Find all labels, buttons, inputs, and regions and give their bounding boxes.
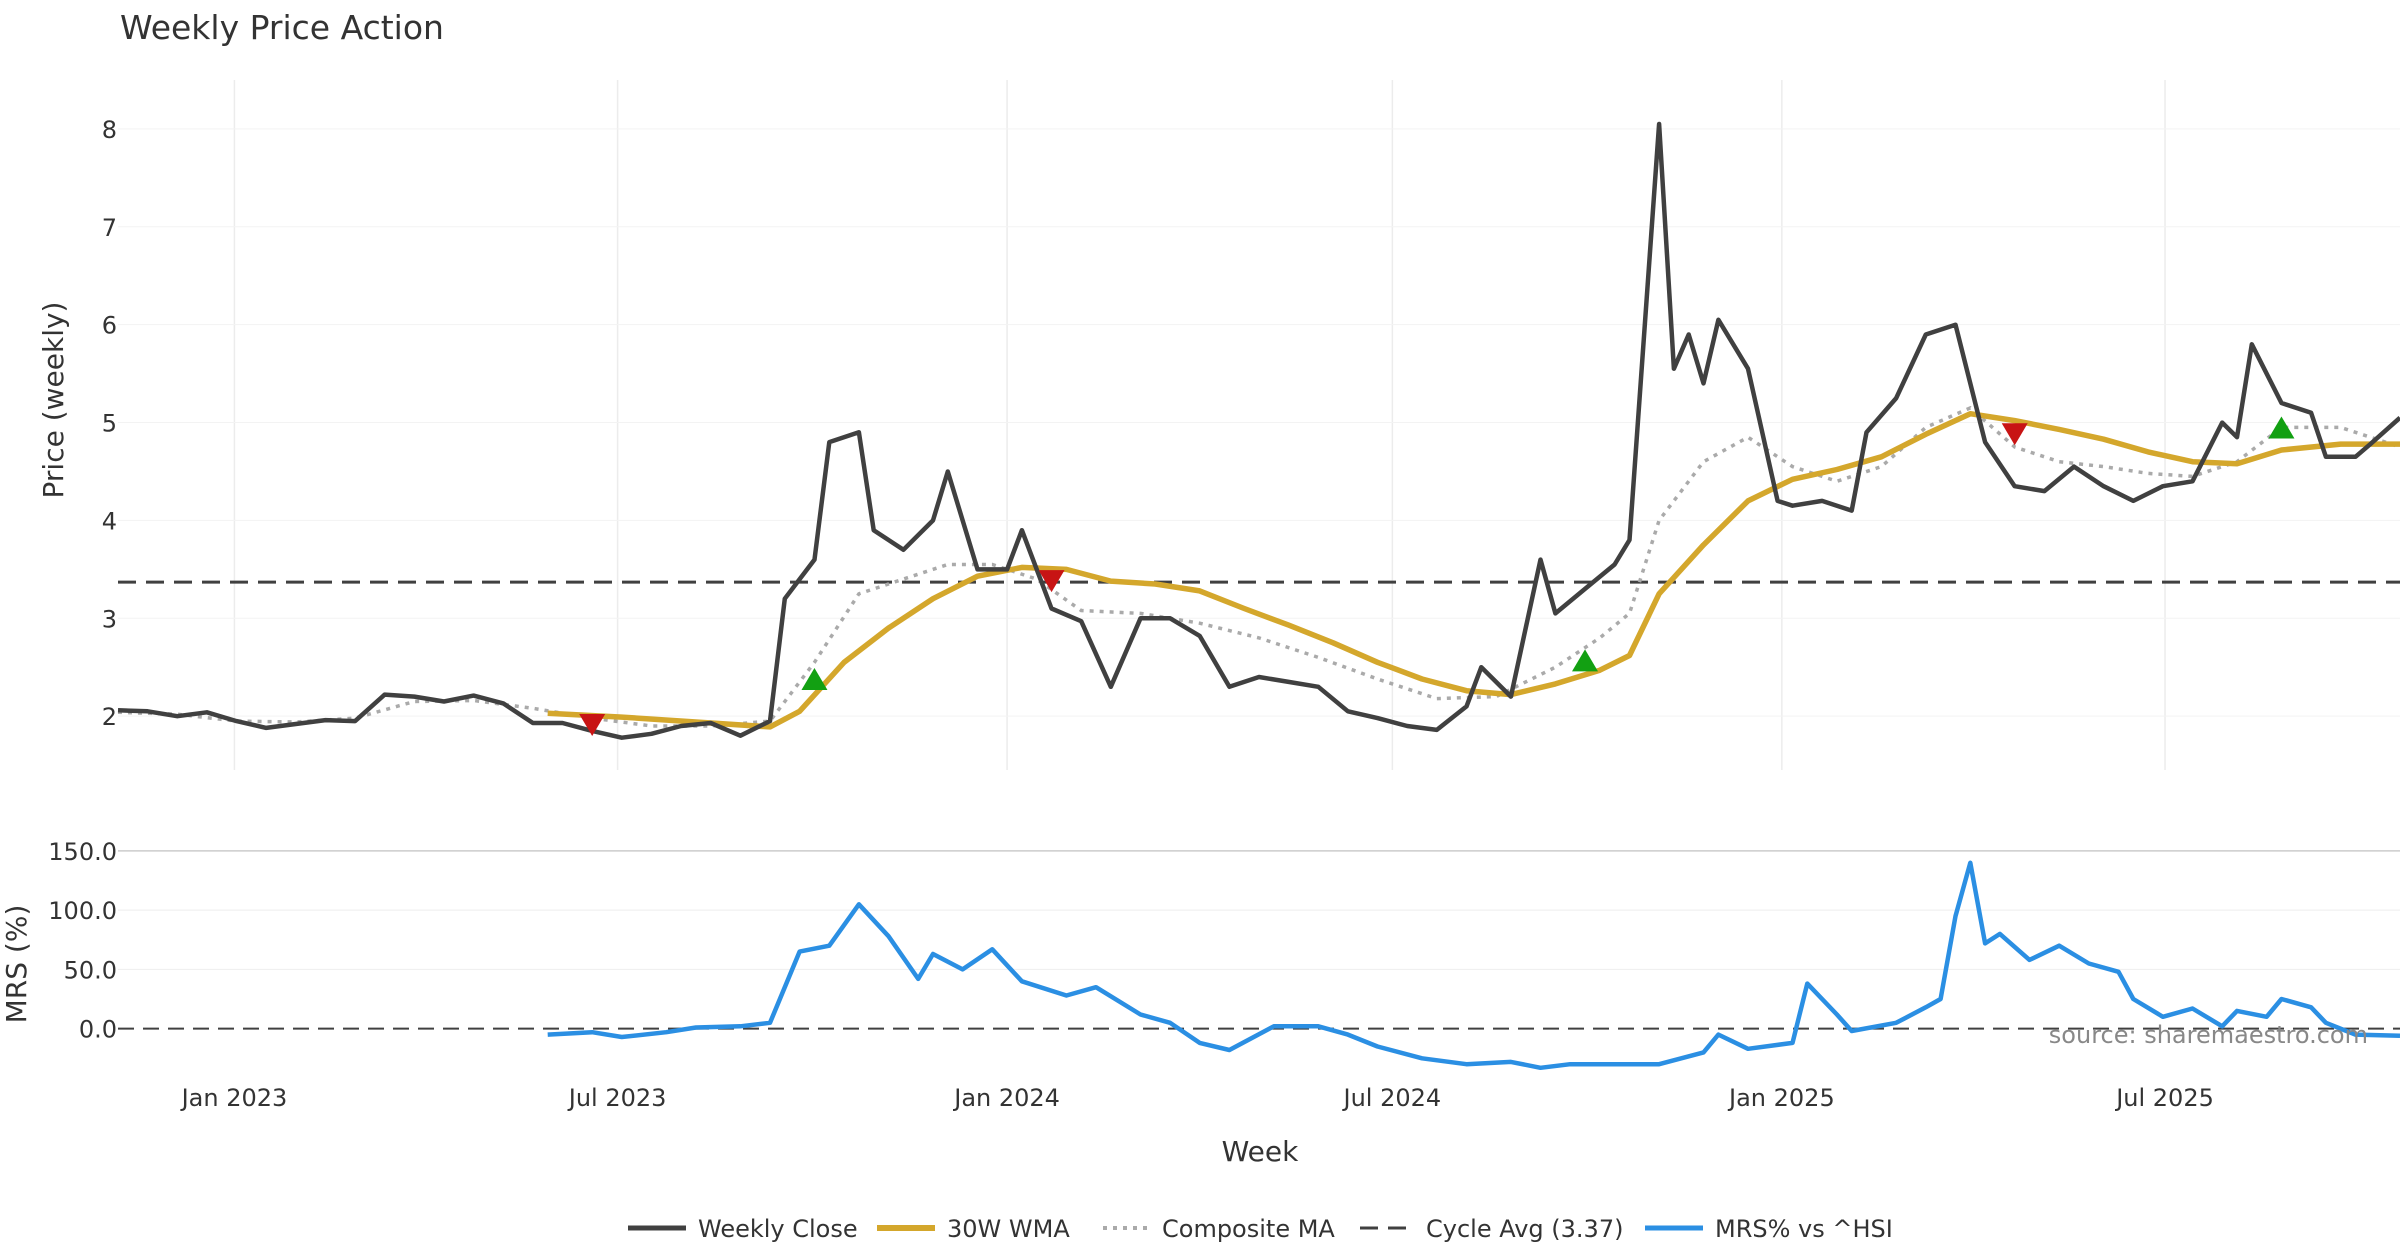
- series-weekly-close: [117, 121, 2400, 740]
- x-tick-labels: Jan 2023 Jul 2023 Jan 2024 Jul 2024 Jan 2025…: [180, 1084, 2214, 1112]
- price-y-tick-label: 5: [102, 410, 117, 438]
- legend-label-mrs: MRS% vs ^HSI: [1715, 1215, 1893, 1243]
- signal-buy-5: [2268, 416, 2295, 439]
- mrs-y-axis-title: MRS (%): [0, 905, 33, 1024]
- signal-buy-3: [1572, 649, 1598, 672]
- price-y-tick-label: 3: [102, 605, 117, 633]
- signal-buy-1: [801, 667, 828, 690]
- x-tick-label: Jul 2025: [2114, 1084, 2214, 1112]
- x-tick-label: Jan 2023: [180, 1084, 288, 1112]
- x-axis-title: Week: [1222, 1135, 1299, 1168]
- mrs-y-tick-label: 100.0: [48, 897, 117, 925]
- source-label: source: sharemaestro.com: [2049, 1021, 2368, 1049]
- mrs-y-tick-labels: 150.0 100.0 50.0 0.0: [48, 838, 117, 1044]
- price-y-tick-label: 7: [102, 214, 117, 242]
- legend-label-30w-wma: 30W WMA: [947, 1215, 1070, 1243]
- legend-label-cycle-avg: Cycle Avg (3.37): [1426, 1215, 1623, 1243]
- x-tick-label: Jul 2024: [1342, 1084, 1442, 1112]
- chart-title: Weekly Price Action: [120, 8, 444, 47]
- x-tick-label: Jan 2025: [1727, 1084, 1835, 1112]
- x-tick-label: Jul 2023: [567, 1084, 667, 1112]
- price-y-axis-title: Price (weekly): [37, 302, 70, 499]
- x-gridlines: [233, 80, 2166, 770]
- signal-sell-4: [2001, 423, 2028, 446]
- mrs-gridlines: [118, 909, 2400, 970]
- mrs-y-tick-label: 50.0: [64, 956, 117, 984]
- legend-label-weekly-close: Weekly Close: [698, 1215, 858, 1243]
- signal-sell-0: [579, 713, 606, 736]
- signal-sell-2: [1038, 570, 1065, 593]
- price-y-tick-labels: 2 3 4 5 6 7 8: [102, 116, 117, 731]
- mrs-y-tick-label: 150.0: [48, 838, 117, 866]
- x-tick-label: Jan 2024: [952, 1084, 1060, 1112]
- legend: Weekly Close 30W WMA Composite MA Cycle …: [628, 1215, 1893, 1243]
- mrs-y-tick-label: 0.0: [79, 1016, 117, 1044]
- signal-markers: [579, 416, 2295, 736]
- price-y-tick-label: 6: [102, 312, 117, 340]
- series-mrs: [547, 860, 2400, 1071]
- price-y-tick-label: 2: [102, 703, 117, 731]
- price-y-tick-label: 4: [102, 507, 117, 535]
- price-y-tick-label: 8: [102, 116, 117, 144]
- legend-label-composite-ma: Composite MA: [1162, 1215, 1335, 1243]
